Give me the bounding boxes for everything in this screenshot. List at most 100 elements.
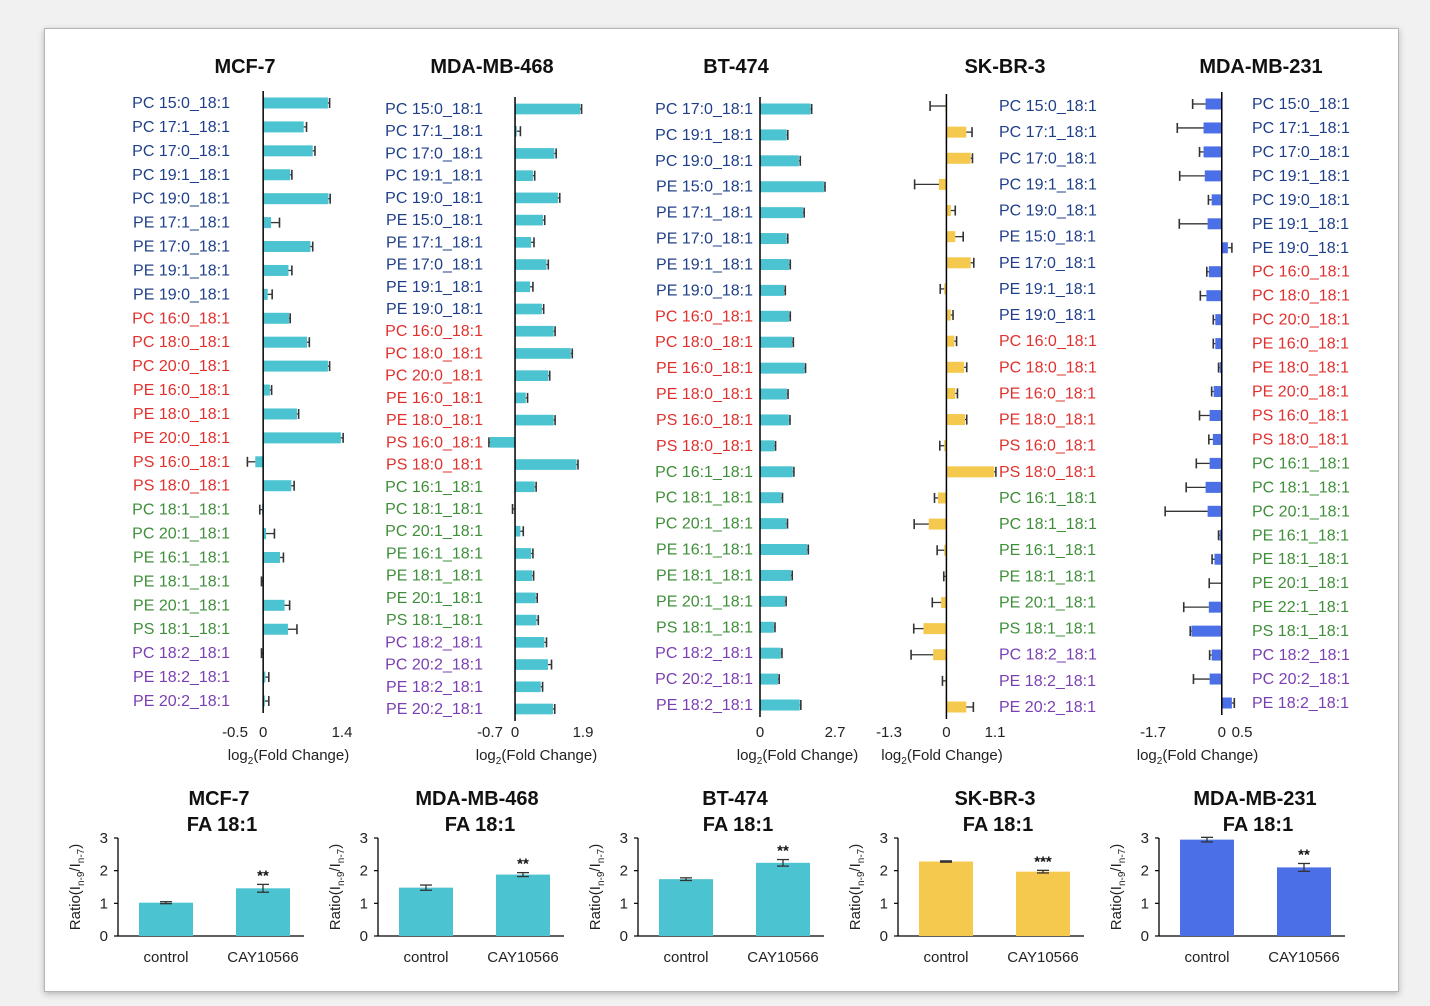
bar	[515, 170, 533, 181]
y-tick-label: 0	[620, 928, 628, 945]
category-label: PC 20:0_18:1	[385, 368, 483, 385]
category-label: PE 15:0_18:1	[386, 212, 483, 229]
category-label: PC 17:1_18:1	[999, 124, 1097, 141]
bar	[263, 145, 313, 157]
x-category-label: CAY10566	[487, 949, 558, 966]
category-label: PC 18:2_18:1	[1252, 647, 1350, 664]
x-tick-label: 2.7	[825, 724, 846, 741]
bar	[515, 459, 577, 470]
category-label: PC 15:0_18:1	[385, 101, 483, 118]
y-tick-label: 1	[620, 895, 628, 912]
category-label: PE 16:1_18:1	[386, 545, 483, 562]
bar	[946, 387, 956, 399]
bar	[515, 681, 541, 693]
category-label: PE 20:1_18:1	[133, 597, 230, 614]
category-label: PC 20:2_18:1	[385, 657, 483, 674]
y-tick-label: 2	[360, 863, 368, 880]
bar	[263, 241, 311, 253]
y-tick-label: 1	[880, 895, 888, 912]
x-tick-label: 0	[756, 724, 764, 741]
bar	[760, 103, 811, 115]
bar	[1212, 433, 1222, 445]
bottom-chart-5: MDA-MB-231 FA 18:1 0 1 2 3 Ratio(In-9/In-7) con…	[1108, 788, 1345, 966]
category-label: PS 18:1_18:1	[999, 621, 1096, 638]
y-tick-label: 0	[1141, 928, 1149, 945]
category-label: PC 20:2_18:1	[655, 671, 753, 688]
horizontal-chart-5: MDA-MB-231 PC 15:0_18:1 PC 17:1_18:1 PC 17:…	[1137, 56, 1350, 767]
y-tick-label: 1	[1141, 895, 1149, 912]
category-label: PS 16:0_18:1	[999, 438, 1096, 455]
category-label: PC 17:0_18:1	[655, 101, 753, 118]
category-label: PC 19:1_18:1	[999, 176, 1097, 193]
bar	[928, 518, 947, 530]
bottom-chart-1: MCF-7 FA 18:1 0 1 2 3 Ratio(In-9/In-7) control *…	[67, 788, 304, 966]
category-label: PS 18:0_18:1	[133, 478, 230, 495]
bar	[1211, 649, 1222, 661]
category-label: PE 18:0_18:1	[1252, 360, 1349, 377]
category-label: PC 15:0_18:1	[999, 98, 1097, 115]
x-axis-label: log2(Fold Change)	[881, 747, 1002, 767]
bar	[263, 360, 328, 372]
category-label: PE 19:1_18:1	[133, 262, 230, 279]
category-label: PS 16:0_18:1	[656, 412, 753, 429]
category-label: PC 17:1_18:1	[385, 123, 483, 140]
bar	[946, 231, 956, 243]
category-label: PC 18:0_18:1	[132, 334, 230, 351]
bar	[760, 388, 787, 400]
x-tick-label: -0.7	[477, 724, 503, 741]
bar	[515, 192, 558, 204]
bar	[946, 701, 967, 713]
chart-subtitle: FA 18:1	[187, 814, 257, 836]
bar	[946, 205, 951, 217]
bar	[760, 699, 800, 711]
category-label: PE 17:1_18:1	[656, 205, 753, 222]
bar	[760, 258, 790, 270]
horizontal-chart-4: SK-BR-3 PC 15:0_18:1 PC 17:1_18:1 PC 17:0_1…	[876, 56, 1097, 767]
bar	[1208, 266, 1222, 278]
x-tick-label: 0	[1218, 724, 1226, 741]
category-label: PC 17:1_18:1	[1252, 120, 1350, 137]
bottom-chart-3: BT-474 FA 18:1 0 1 2 3 Ratio(In-9/In-7) control…	[587, 788, 824, 966]
bar	[515, 392, 526, 404]
y-axis-label: Ratio(In-9/In-7)	[67, 844, 87, 930]
bar	[515, 659, 548, 670]
category-label: PE 18:0_18:1	[999, 412, 1096, 429]
bar	[938, 492, 947, 504]
bar	[263, 384, 270, 396]
y-axis-label: Ratio(In-9/In-7)	[1108, 844, 1128, 930]
significance-marker: **	[517, 856, 529, 873]
y-tick-label: 3	[100, 830, 108, 847]
y-tick-label: 0	[880, 928, 888, 945]
bar	[760, 492, 782, 504]
category-label: PE 19:1_18:1	[656, 256, 753, 273]
x-tick-label: 1.1	[985, 724, 1006, 741]
chart-title: MDA-MB-468	[415, 788, 538, 810]
bar	[263, 217, 272, 229]
category-label: PC 18:2_18:1	[385, 634, 483, 651]
x-tick-label: -0.5	[222, 724, 248, 741]
x-category-label: control	[663, 949, 708, 966]
x-tick-label: 0	[259, 724, 267, 741]
x-axis-label: log2(Fold Change)	[228, 747, 349, 767]
bar	[515, 103, 581, 115]
bar	[760, 336, 793, 348]
category-label: PE 18:1_18:1	[999, 568, 1096, 585]
category-label: PS 18:1_18:1	[133, 621, 230, 638]
significance-marker: **	[777, 843, 789, 860]
bar	[263, 312, 290, 324]
bar	[760, 233, 787, 245]
x-axis-label: log2(Fold Change)	[476, 747, 597, 767]
y-tick-label: 0	[360, 928, 368, 945]
bar	[760, 414, 789, 426]
bar	[515, 303, 542, 315]
x-tick-label: 1.4	[332, 724, 353, 741]
category-label: PE 18:2_18:1	[386, 679, 483, 696]
bar	[760, 466, 793, 478]
category-label: PC 20:1_18:1	[385, 523, 483, 540]
x-category-label: CAY10566	[1007, 949, 1078, 966]
figure-panel: MCF-7 PC 15:0_18:1 PC 17:1_18:1 PC 17:0_18:…	[44, 28, 1399, 992]
category-label: PC 18:0_18:1	[1252, 288, 1350, 305]
category-label: PC 20:1_18:1	[655, 516, 753, 533]
bar	[263, 336, 308, 348]
category-label: PC 18:1_18:1	[1252, 479, 1350, 496]
